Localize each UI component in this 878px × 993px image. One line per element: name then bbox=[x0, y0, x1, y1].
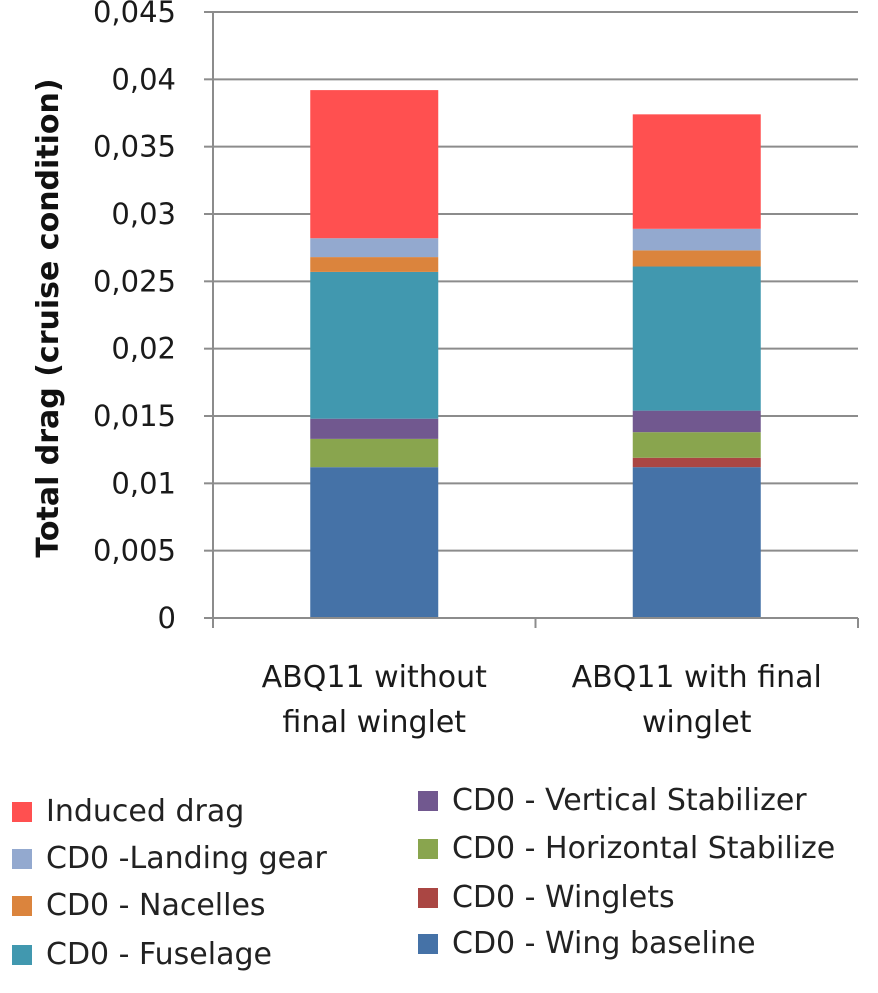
bar-segment bbox=[632, 228, 761, 251]
axes bbox=[212, 12, 859, 628]
bar-stacks bbox=[310, 90, 761, 618]
legend-label: CD0 - Fuselage bbox=[46, 937, 272, 972]
x-category-label: ABQ11 without final winglet bbox=[262, 660, 487, 740]
bar-segment bbox=[632, 432, 761, 458]
legend-item: CD0 - Winglets bbox=[418, 880, 675, 915]
legend-item: CD0 - Horizontal Stabilize bbox=[418, 831, 835, 866]
legend-label: CD0 - Horizontal Stabilize bbox=[452, 831, 836, 866]
bar-segment bbox=[632, 266, 761, 411]
legend-swatch bbox=[418, 887, 438, 908]
bar-segment bbox=[632, 467, 761, 618]
bar-segment bbox=[310, 257, 439, 272]
legend: Induced drag CD0 -Landing gear CD0 - Nacel… bbox=[0, 780, 878, 993]
bar-segment bbox=[310, 418, 439, 439]
bar-segment bbox=[632, 250, 761, 267]
y-tick-label: 0,03 bbox=[111, 197, 176, 231]
legend-label: Induced drag bbox=[46, 794, 245, 829]
y-tick-label: 0,02 bbox=[111, 332, 176, 366]
legend-label: CD0 -Landing gear bbox=[46, 841, 327, 876]
legend-item: Induced drag bbox=[12, 794, 244, 829]
legend-swatch bbox=[12, 895, 32, 916]
bar-stack bbox=[632, 114, 761, 618]
legend-item: CD0 - Fuselage bbox=[12, 937, 272, 972]
legend-item: CD0 -Landing gear bbox=[12, 841, 327, 876]
y-tick-label: 0,005 bbox=[93, 534, 176, 568]
bar-segment bbox=[632, 410, 761, 433]
bar-segment bbox=[310, 271, 439, 419]
bar-segment bbox=[310, 238, 439, 258]
legend-swatch bbox=[418, 933, 438, 954]
legend-swatch bbox=[12, 848, 32, 869]
y-axis-label: Total drag (cruise condition) bbox=[31, 78, 66, 557]
x-category-label: ABQ11 with final winglet bbox=[572, 660, 822, 740]
bar-segment bbox=[310, 467, 439, 618]
legend-swatch bbox=[418, 838, 438, 859]
y-tick-label: 0,025 bbox=[93, 264, 176, 298]
legend-label: CD0 - Vertical Stabilizer bbox=[452, 783, 807, 818]
y-tick-label: 0,04 bbox=[111, 62, 176, 96]
stacked-bar-chart: 0 0,005 0,01 0,015 0,02 0,025 0,03 0,035 0,04 0,0… bbox=[31, 0, 859, 740]
y-tick-labels: 0 0,005 0,01 0,015 0,02 0,025 0,03 0,035 0,04 0,0… bbox=[93, 0, 176, 635]
legend-swatch bbox=[12, 801, 32, 822]
legend-label: CD0 - Winglets bbox=[452, 880, 675, 915]
y-tick-label: 0,045 bbox=[93, 0, 176, 29]
y-tick-label: 0,015 bbox=[93, 399, 176, 433]
legend-swatch bbox=[418, 790, 438, 811]
legend-label: CD0 - Nacelles bbox=[46, 888, 266, 923]
y-tick-label: 0 bbox=[158, 601, 176, 635]
y-tick-label: 0,035 bbox=[93, 130, 176, 164]
bar-stack bbox=[310, 90, 439, 618]
legend-item: CD0 - Wing baseline bbox=[418, 926, 756, 961]
bar-segment bbox=[310, 90, 439, 239]
bar-segment bbox=[632, 457, 761, 468]
legend-label: CD0 - Wing baseline bbox=[452, 926, 756, 961]
legend-swatch bbox=[12, 944, 32, 965]
x-category-labels: ABQ11 without final winglet ABQ11 with fin… bbox=[262, 660, 822, 740]
bar-segment bbox=[310, 438, 439, 468]
legend-item: CD0 - Nacelles bbox=[12, 888, 266, 923]
bar-segment bbox=[632, 114, 761, 229]
y-tick-label: 0,01 bbox=[111, 466, 176, 500]
legend-item: CD0 - Vertical Stabilizer bbox=[418, 783, 807, 818]
